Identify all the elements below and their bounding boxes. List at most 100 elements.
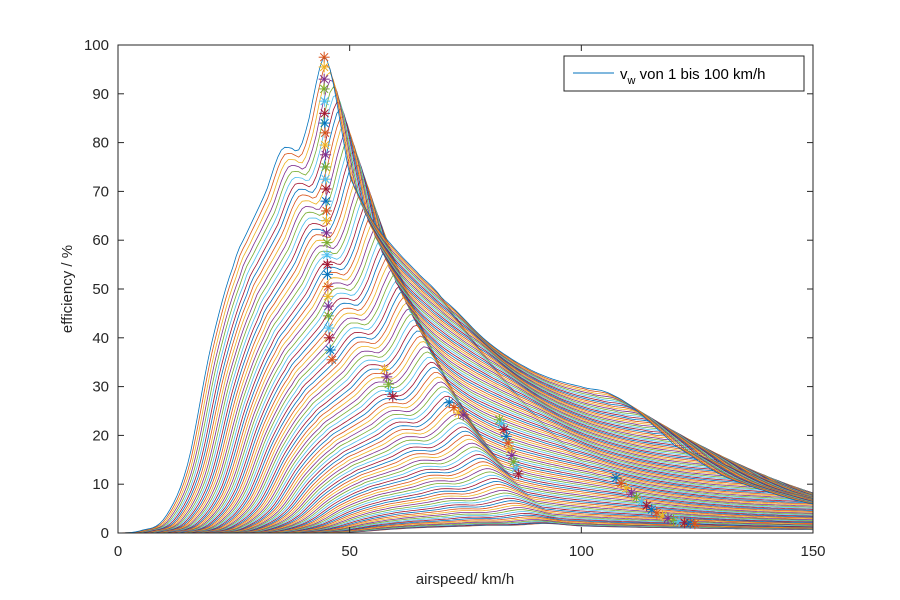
asterisk-marker-icon xyxy=(318,83,330,95)
efficiency-curve xyxy=(118,471,813,533)
y-tick-label: 90 xyxy=(92,86,109,103)
asterisk-marker-icon xyxy=(319,107,331,119)
asterisk-marker-icon xyxy=(318,73,330,85)
efficiency-curve xyxy=(118,489,813,533)
asterisk-marker-icon xyxy=(321,215,332,227)
efficiency-curve xyxy=(118,314,813,533)
efficiency-curve xyxy=(118,164,813,533)
y-tick-label: 10 xyxy=(92,476,109,493)
efficiency-curve xyxy=(118,514,813,533)
asterisk-marker-icon xyxy=(318,51,330,63)
asterisk-marker-icon xyxy=(506,449,518,461)
efficiency-curve xyxy=(118,108,813,533)
asterisk-marker-icon xyxy=(322,300,334,312)
y-tick-label: 80 xyxy=(92,135,109,152)
efficiency-curve xyxy=(118,330,813,533)
asterisk-marker-icon xyxy=(457,409,469,421)
efficiency-curve xyxy=(118,497,813,533)
efficiency-curve xyxy=(118,495,813,533)
efficiency-curve xyxy=(118,351,813,533)
asterisk-marker-icon xyxy=(320,173,332,185)
y-tick-label: 30 xyxy=(92,379,109,396)
y-tick-label: 20 xyxy=(92,427,109,444)
efficiency-curve xyxy=(118,484,813,533)
asterisk-marker-icon xyxy=(512,468,524,480)
asterisk-marker-icon xyxy=(320,149,332,161)
efficiency-curve xyxy=(118,143,813,533)
asterisk-marker-icon xyxy=(319,117,331,129)
efficiency-curve xyxy=(118,297,813,533)
asterisk-marker-icon xyxy=(323,322,335,334)
x-tick-label: 100 xyxy=(569,543,594,560)
efficiency-curve xyxy=(118,137,813,533)
efficiency-curve xyxy=(118,158,813,533)
efficiency-curve xyxy=(118,116,813,533)
asterisk-marker-icon xyxy=(322,290,334,302)
asterisk-marker-icon xyxy=(320,161,332,173)
x-axis-ticks: 0 50 100 150 xyxy=(114,45,826,560)
y-tick-label: 70 xyxy=(92,183,109,200)
asterisk-marker-icon xyxy=(324,344,336,356)
efficiency-curve xyxy=(118,101,813,533)
x-axis-label: airspeed/ km/h xyxy=(416,571,514,588)
asterisk-marker-icon xyxy=(641,500,653,512)
asterisk-marker-icon xyxy=(320,183,332,195)
efficiency-curve xyxy=(118,500,813,533)
asterisk-marker-icon xyxy=(504,443,516,455)
efficiency-curve xyxy=(118,150,813,533)
efficiency-curve xyxy=(118,122,813,533)
efficiency-curve xyxy=(118,492,813,533)
efficiency-curve xyxy=(118,464,813,533)
asterisk-marker-icon xyxy=(387,390,399,402)
asterisk-marker-icon xyxy=(378,364,390,376)
efficiency-curve xyxy=(118,341,813,533)
efficiency-curve xyxy=(118,302,813,533)
asterisk-marker-icon xyxy=(326,354,338,366)
asterisk-marker-icon xyxy=(673,516,685,528)
efficiency-curve xyxy=(118,502,813,533)
efficiency-curve xyxy=(118,468,813,533)
efficiency-curve xyxy=(118,171,813,533)
asterisk-marker-icon xyxy=(321,268,333,280)
asterisk-marker-icon xyxy=(689,518,701,530)
asterisk-marker-icon xyxy=(502,437,514,449)
efficiency-curve xyxy=(118,486,813,533)
efficiency-curve xyxy=(118,79,813,533)
asterisk-marker-icon xyxy=(321,249,333,261)
efficiency-curve xyxy=(118,324,813,533)
asterisk-marker-icon xyxy=(321,227,332,239)
y-tick-label: 40 xyxy=(92,330,109,347)
asterisk-marker-icon xyxy=(320,195,332,207)
asterisk-marker-icon xyxy=(319,95,331,107)
asterisk-marker-icon xyxy=(323,332,335,344)
efficiency-curve xyxy=(118,481,813,533)
efficiency-curve xyxy=(118,521,813,533)
asterisk-marker-icon xyxy=(321,259,333,271)
efficiency-curve xyxy=(118,511,813,533)
efficiency-curve xyxy=(118,94,813,533)
efficiency-curve xyxy=(118,308,813,533)
asterisk-marker-icon xyxy=(453,407,465,419)
efficiency-curve xyxy=(118,505,813,533)
x-tick-label: 0 xyxy=(114,543,122,560)
x-tick-label: 150 xyxy=(800,543,825,560)
y-tick-label: 100 xyxy=(84,37,109,54)
asterisk-marker-icon xyxy=(322,310,334,322)
asterisk-marker-icon xyxy=(448,402,460,414)
efficiency-curve xyxy=(118,346,813,533)
asterisk-marker-icon xyxy=(321,237,333,249)
legend-text: vw von 1 bis 100 km/h xyxy=(620,66,766,87)
y-tick-label: 60 xyxy=(92,232,109,249)
efficiency-curve xyxy=(118,474,813,533)
asterisk-marker-icon xyxy=(318,61,330,73)
efficiency-curve xyxy=(118,520,813,533)
y-tick-label: 0 xyxy=(101,525,109,542)
asterisk-marker-icon xyxy=(383,378,395,390)
efficiency-curve xyxy=(118,319,813,533)
asterisk-marker-icon xyxy=(500,430,512,442)
asterisk-marker-icon xyxy=(322,281,334,293)
legend: vw von 1 bis 100 km/h xyxy=(563,55,805,92)
efficiency-curve xyxy=(118,335,813,533)
efficiency-curve xyxy=(118,71,813,533)
